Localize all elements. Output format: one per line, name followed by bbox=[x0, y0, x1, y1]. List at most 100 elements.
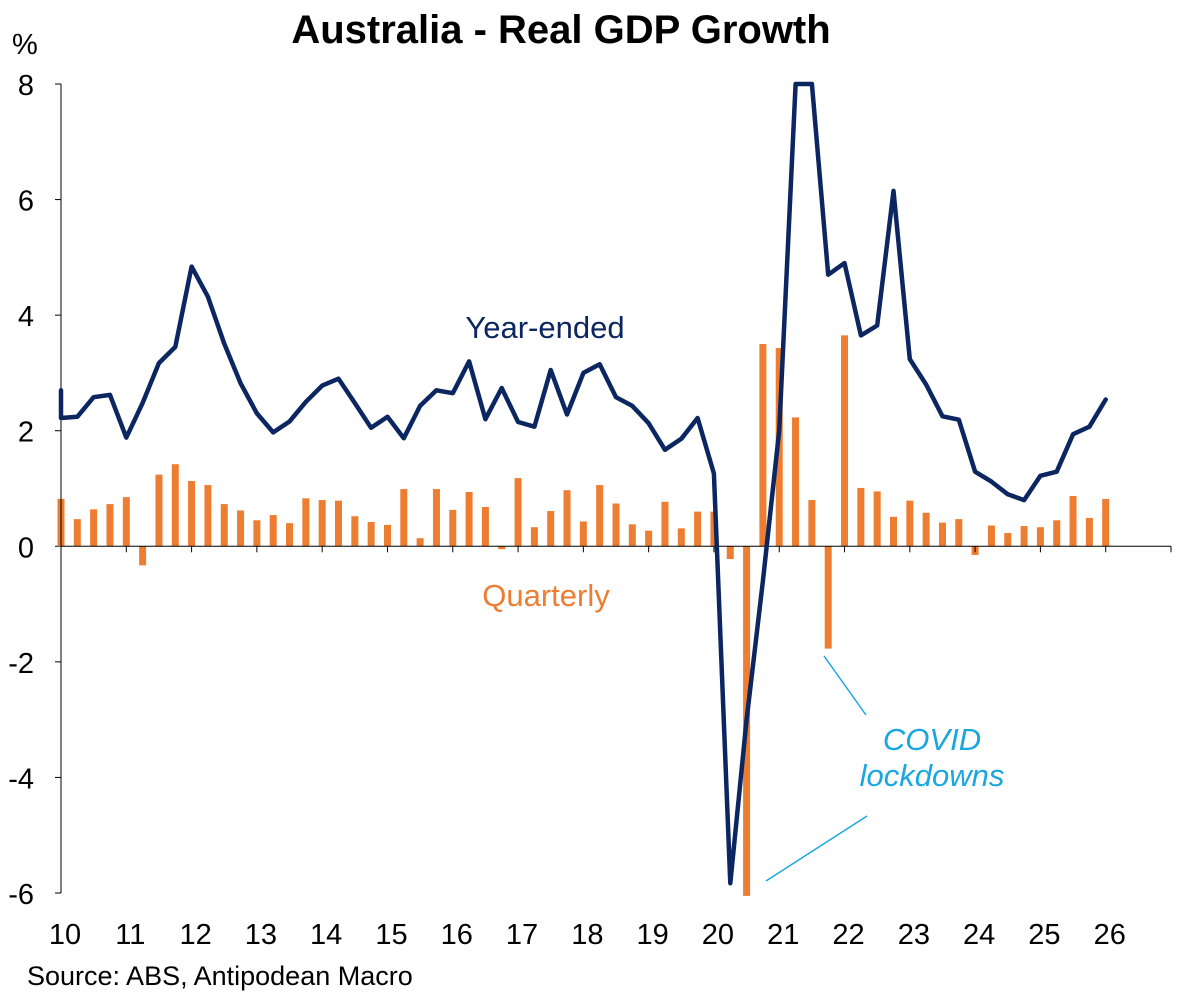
quarterly-bar bbox=[432, 489, 440, 547]
quarterly-bar bbox=[596, 485, 604, 547]
covid-annotation: COVID lockdowns bbox=[765, 655, 1005, 882]
quarterly-bar bbox=[841, 335, 849, 547]
quarterly-bar bbox=[335, 500, 342, 547]
quarterly-bar bbox=[792, 417, 800, 547]
x-tick-label: 22 bbox=[832, 919, 864, 951]
quarterly-bar bbox=[237, 510, 245, 547]
quarterly-bar bbox=[677, 528, 685, 547]
annotation-pointer-upper bbox=[823, 655, 867, 716]
quarterly-bar bbox=[383, 524, 391, 547]
x-tick-label: 10 bbox=[49, 919, 81, 951]
quarterly-bar bbox=[530, 527, 538, 547]
quarterly-bar bbox=[481, 506, 489, 547]
quarterly-bar bbox=[563, 490, 571, 547]
source-note: Source: ABS, Antipodean Macro bbox=[27, 961, 413, 991]
quarterly-bar bbox=[922, 512, 930, 547]
x-tick-label: 13 bbox=[245, 919, 277, 951]
x-tick-label: 25 bbox=[1028, 919, 1060, 951]
x-tick-label: 18 bbox=[571, 919, 603, 951]
y-tick-label: -2 bbox=[8, 648, 34, 680]
quarterly-bar bbox=[188, 480, 196, 547]
annotation-text-lockdowns: lockdowns bbox=[860, 758, 1005, 793]
y-tick-label: 6 bbox=[18, 186, 34, 218]
quarterly-bar bbox=[416, 538, 424, 547]
x-tick-label: 24 bbox=[963, 919, 995, 951]
quarterly-bar bbox=[628, 524, 636, 547]
quarterly-bar bbox=[302, 498, 310, 547]
axes bbox=[60, 84, 1171, 893]
quarterly-bar bbox=[286, 523, 294, 547]
quarterly-bar bbox=[90, 509, 98, 547]
quarterly-bar bbox=[449, 509, 457, 547]
quarterly-bar bbox=[726, 546, 734, 559]
annotation-pointer-lower bbox=[765, 815, 868, 882]
quarterly-bar bbox=[465, 491, 473, 547]
quarterly-bar bbox=[612, 503, 620, 547]
x-axis-ticks: 10 11 12 13 14 15 16 17 18 19 20 21 22 23 24 25 26 bbox=[49, 546, 1172, 951]
chart-title: Australia - Real GDP Growth bbox=[291, 8, 830, 52]
quarterly-bar bbox=[122, 497, 130, 547]
x-tick-label: 20 bbox=[702, 919, 734, 951]
year-ended-line bbox=[58, 81, 1108, 886]
x-tick-label: 17 bbox=[506, 919, 538, 951]
quarterly-bar bbox=[873, 491, 881, 547]
y-tick-label: 2 bbox=[18, 417, 34, 449]
x-tick-label: 15 bbox=[375, 919, 407, 951]
quarterly-bar bbox=[1085, 517, 1093, 547]
quarterly-bar bbox=[514, 478, 522, 547]
x-tick-label: 21 bbox=[767, 919, 799, 951]
y-axis-ticks: 8 6 4 2 0 -2 -4 -6 bbox=[8, 70, 61, 911]
quarterly-bar bbox=[645, 530, 653, 547]
quarterly-label: Quarterly bbox=[482, 578, 610, 613]
quarterly-bar bbox=[1020, 526, 1028, 547]
quarterly-bar bbox=[579, 521, 587, 547]
quarterly-bar bbox=[1036, 527, 1044, 547]
y-tick-label: 0 bbox=[18, 532, 34, 564]
quarterly-bar bbox=[547, 511, 555, 547]
annotation-text-covid: COVID bbox=[883, 722, 981, 757]
quarterly-bar bbox=[1053, 520, 1061, 547]
quarterly-bar bbox=[857, 487, 865, 547]
y-tick-label: 4 bbox=[18, 301, 34, 333]
x-tick-label: 26 bbox=[1094, 919, 1126, 951]
quarterly-bar bbox=[220, 504, 228, 547]
quarterly-bar bbox=[938, 522, 946, 547]
quarterly-bar bbox=[204, 485, 212, 547]
x-tick-label: 14 bbox=[310, 919, 342, 951]
x-tick-label: 23 bbox=[898, 919, 930, 951]
x-tick-label: 19 bbox=[637, 919, 669, 951]
quarterly-bar bbox=[824, 546, 832, 649]
quarterly-bar bbox=[759, 344, 767, 547]
quarterly-bar bbox=[106, 504, 114, 547]
quarterly-bar bbox=[351, 516, 359, 547]
y-tick-label: -4 bbox=[8, 763, 34, 795]
quarterly-bar bbox=[955, 519, 963, 547]
quarterly-bar bbox=[906, 500, 914, 547]
quarterly-bar bbox=[1069, 496, 1077, 547]
quarterly-bar bbox=[400, 489, 408, 547]
quarterly-bar bbox=[171, 464, 179, 547]
quarterly-bar bbox=[1004, 532, 1012, 547]
quarterly-bar bbox=[661, 501, 669, 547]
x-tick-label: 11 bbox=[115, 919, 145, 951]
quarterly-bar bbox=[139, 546, 147, 566]
x-tick-label: 16 bbox=[441, 919, 473, 951]
year-ended-label: Year-ended bbox=[465, 310, 624, 345]
quarterly-bar bbox=[269, 515, 277, 547]
y-tick-label: 8 bbox=[18, 70, 34, 102]
quarterly-bar bbox=[890, 516, 897, 547]
quarterly-bar bbox=[318, 500, 326, 547]
quarterly-bar bbox=[1102, 498, 1110, 547]
quarterly-bar bbox=[155, 474, 163, 547]
quarterly-bar bbox=[253, 520, 261, 547]
quarterly-bar bbox=[694, 511, 702, 547]
y-axis-unit-label: % bbox=[12, 29, 38, 61]
quarterly-bar bbox=[808, 500, 816, 547]
quarterly-bar bbox=[367, 522, 375, 547]
quarterly-bar bbox=[73, 519, 81, 547]
quarterly-bar bbox=[987, 525, 995, 547]
quarterly-bar bbox=[498, 546, 506, 550]
x-tick-label: 12 bbox=[179, 919, 211, 951]
y-tick-label: -6 bbox=[8, 879, 34, 911]
